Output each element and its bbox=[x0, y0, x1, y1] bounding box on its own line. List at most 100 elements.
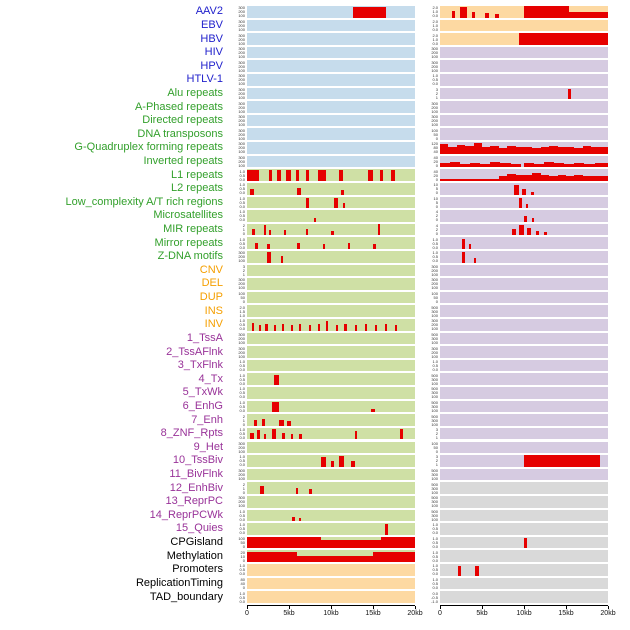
track-row: A-Phased repeats 300 200 100 300 200 100 bbox=[0, 100, 630, 114]
y-tick-label: 40 bbox=[433, 168, 438, 174]
y-tick-label: 1 bbox=[435, 94, 438, 100]
y-tick-label: 200 bbox=[238, 349, 245, 355]
y-axis-ticks-right: 500 300 100 bbox=[421, 331, 440, 344]
track-panel-left bbox=[247, 6, 415, 18]
y-tick-label: 200 bbox=[238, 131, 245, 137]
track-panel-right bbox=[440, 155, 608, 168]
y-tick-label: 0.5 bbox=[239, 322, 245, 328]
track-row: Promoters 1.0 0.5 0.0 1.0 0.5 0.0 bbox=[0, 563, 630, 577]
track-panel-right bbox=[440, 60, 608, 73]
track-label: CNV bbox=[199, 263, 223, 276]
y-axis-ticks-left: 300 200 100 bbox=[228, 101, 247, 113]
x-tick-label: 10kb bbox=[516, 609, 532, 617]
y-tick-label: 1.0 bbox=[239, 236, 245, 242]
track-label: 12_EnhBiv bbox=[169, 481, 223, 494]
y-axis-ticks-left: 1.0 0.5 0.0 bbox=[228, 360, 247, 372]
track-label: HTLV-1 bbox=[186, 73, 223, 86]
y-axis-ticks-left: 300 200 100 bbox=[228, 87, 247, 99]
track-panel-right bbox=[440, 563, 608, 576]
y-tick-label: 10 bbox=[433, 182, 438, 188]
y-tick-label: 1.0 bbox=[239, 209, 245, 215]
track-label: 8_ZNF_Rpts bbox=[160, 427, 223, 440]
y-tick-label: 0.0 bbox=[239, 217, 245, 223]
y-tick-label: 0.0 bbox=[239, 190, 245, 196]
y-axis-ticks-right: 300 200 100 bbox=[421, 115, 440, 127]
track-row: 11_BivFlnk 300 200 100 500 300 100 bbox=[0, 468, 630, 482]
y-axis-ticks-left: 300 200 100 bbox=[228, 155, 247, 168]
y-tick-label: 500 bbox=[431, 331, 438, 337]
signal-bar bbox=[247, 169, 259, 181]
track-panel-left bbox=[247, 523, 415, 535]
y-axis-ticks-right: 500 300 100 bbox=[421, 496, 440, 508]
x-axis-left: 0 5kb 10kb 15kb 20kb bbox=[245, 604, 423, 621]
y-tick-label: 1.0 bbox=[432, 236, 438, 242]
y-tick-label: 1 bbox=[435, 435, 438, 441]
signal-bar bbox=[285, 170, 291, 181]
signal-bar bbox=[384, 523, 389, 535]
track-panel-right bbox=[440, 142, 608, 154]
signal-bar bbox=[591, 175, 608, 181]
y-tick-label: 200 bbox=[238, 90, 245, 96]
track-panel-right bbox=[440, 101, 608, 113]
signal-bar bbox=[557, 147, 566, 154]
track-row: 5_TxWk 1.0 0.5 0.0 500 300 100 bbox=[0, 386, 630, 400]
signal-bar bbox=[471, 11, 476, 18]
y-axis-ticks-right: 1.0 0.5 0.0 bbox=[421, 537, 440, 549]
signal-bar bbox=[250, 188, 254, 195]
y-tick-label: 200 bbox=[238, 118, 245, 124]
y-tick-label: 300 bbox=[238, 59, 245, 65]
y-tick-label: 100 bbox=[238, 67, 245, 73]
y-tick-label: 200 bbox=[238, 77, 245, 83]
y-tick-label: 100 bbox=[238, 503, 245, 509]
y-tick-label: 1.0 bbox=[432, 250, 438, 256]
track-row: Microsatellites 1.0 0.5 0.0 4 2 0 bbox=[0, 209, 630, 223]
track-row: Mirror repeats 1.0 0.5 0.0 1.0 0.5 0.0 bbox=[0, 236, 630, 250]
y-tick-label: 1.0 bbox=[432, 522, 438, 528]
y-axis-ticks-left: 1.0 0.5 0.0 bbox=[228, 564, 247, 576]
y-axis-ticks-right: 500 300 100 bbox=[421, 482, 440, 494]
track-panel-left bbox=[247, 509, 415, 522]
y-tick-label: 500 bbox=[431, 413, 438, 419]
y-tick-label: 100 bbox=[238, 536, 245, 542]
y-axis-ticks-left: 300 200 100 bbox=[228, 74, 247, 86]
track-panel-right bbox=[440, 210, 608, 222]
y-tick-label: 2 bbox=[242, 413, 245, 419]
y-tick-label: -0.5 bbox=[431, 594, 438, 600]
track-label: 1_TssA bbox=[186, 331, 223, 344]
y-tick-label: 100 bbox=[431, 285, 438, 291]
y-tick-label: 100 bbox=[238, 258, 245, 264]
track-row: HPV 300 200 100 300 200 100 bbox=[0, 59, 630, 73]
y-axis-ticks-left: 300 200 100 bbox=[228, 278, 247, 290]
y-axis-ticks-right: 100 50 0 bbox=[421, 128, 440, 140]
y-tick-label: 200 bbox=[238, 472, 245, 478]
signal-bar bbox=[524, 162, 535, 168]
track-panel-left bbox=[247, 495, 415, 508]
y-tick-label: 1.0 bbox=[432, 549, 438, 555]
y-tick-label: 0.0 bbox=[432, 584, 438, 590]
y-tick-label: 3 bbox=[435, 427, 438, 433]
y-axis-ticks-left: 300 200 100 bbox=[228, 47, 247, 59]
signal-bar bbox=[342, 202, 346, 209]
track-label: Inverted repeats bbox=[143, 155, 224, 167]
y-tick-label: 200 bbox=[238, 22, 245, 28]
signal-bar bbox=[525, 204, 529, 209]
y-tick-label: 0.0 bbox=[432, 590, 438, 596]
y-tick-label: 0.0 bbox=[239, 516, 245, 522]
x-axis-spacer bbox=[0, 605, 228, 621]
signal-bar bbox=[325, 320, 329, 331]
y-tick-label: 300 bbox=[238, 155, 245, 160]
signal-bar bbox=[524, 174, 533, 181]
signal-bar bbox=[320, 540, 382, 549]
y-tick-label: 100 bbox=[431, 326, 438, 332]
y-axis-ticks-left: 1.0 0.5 0.0 bbox=[228, 387, 247, 400]
track-panel-right bbox=[440, 332, 608, 345]
y-tick-label: 0.0 bbox=[239, 394, 245, 400]
y-tick-label: 2 bbox=[242, 481, 245, 487]
track-row: 13_ReprPC 300 200 100 500 300 100 bbox=[0, 495, 630, 509]
y-axis-ticks-left: 300 200 100 bbox=[228, 19, 247, 31]
signal-bar bbox=[263, 433, 267, 440]
y-tick-label: 3 bbox=[242, 263, 245, 269]
y-tick-label: 0.0 bbox=[432, 367, 438, 373]
y-tick-label: 20 bbox=[433, 159, 438, 164]
